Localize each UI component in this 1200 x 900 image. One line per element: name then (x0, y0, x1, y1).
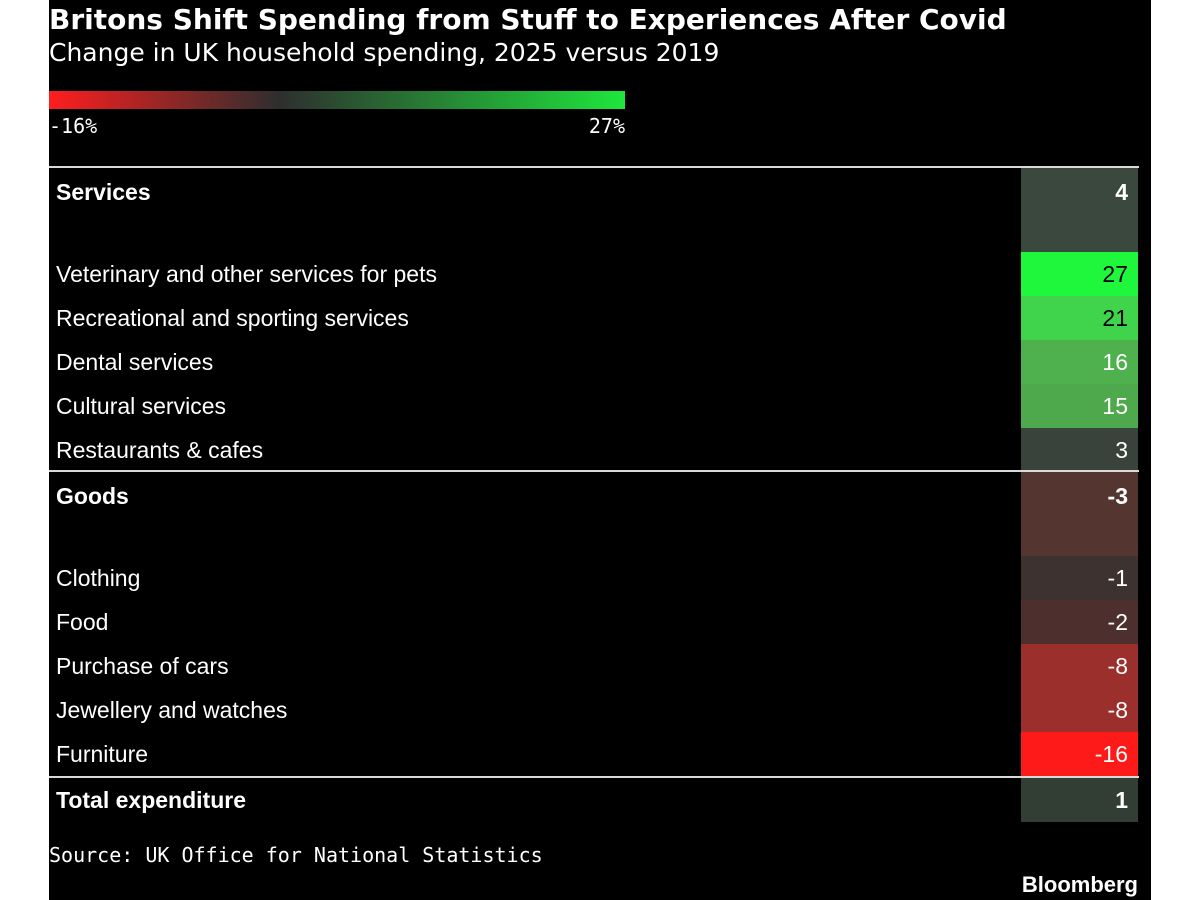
table-row: Dental services 16 (49, 340, 1138, 384)
group-header-row-label: Services (56, 179, 151, 205)
group-header-row-heat-cell: -3 (1021, 472, 1138, 556)
table-row: Jewellery and watches -8 (49, 688, 1138, 732)
table-row-value: 16 (1102, 349, 1128, 375)
table-row-label: Cultural services (56, 393, 226, 419)
table-row-heat-cell: -1 (1021, 556, 1138, 600)
group-header-row-heat-cell: 4 (1021, 168, 1138, 252)
group-divider (49, 470, 1139, 472)
table-row-label: Restaurants & cafes (56, 437, 264, 463)
table-row-label: Veterinary and other services for pets (56, 261, 437, 287)
table-row-label: Furniture (56, 741, 149, 767)
chart-subtitle: Change in UK household spending, 2025 ve… (49, 38, 720, 67)
group-header-row-value: 4 (1115, 179, 1128, 205)
group-header-row: Goods -3 (49, 472, 1138, 556)
group-header-row: Services 4 (49, 168, 1138, 252)
table-row-label: Purchase of cars (56, 653, 229, 679)
group-divider (49, 166, 1139, 168)
bloomberg-logo: Bloomberg (1021, 872, 1138, 897)
total-divider (49, 776, 1139, 778)
table-row: Recreational and sporting services 21 (49, 296, 1138, 340)
table-row-value: 27 (1102, 261, 1128, 287)
table-row-heat-cell: -8 (1021, 688, 1138, 732)
table-row-value: -2 (1107, 609, 1128, 635)
table-row-label: Clothing (56, 565, 141, 591)
table-row-heat-cell: -16 (1021, 732, 1138, 776)
total-row-label: Total expenditure (56, 787, 246, 813)
table-row-value: -16 (1094, 741, 1128, 767)
group-header-row-value: -3 (1107, 483, 1128, 509)
chart-canvas: Britons Shift Spending from Stuff to Exp… (49, 0, 1151, 900)
table-row-value: -1 (1107, 565, 1128, 591)
table-row-heat-cell: 21 (1021, 296, 1138, 340)
table-row-label: Jewellery and watches (56, 697, 288, 723)
color-scale-max-label: 27% (588, 114, 625, 138)
table-row-heat-cell: 27 (1021, 252, 1138, 296)
table-row: Clothing -1 (49, 556, 1138, 600)
table-row-value: 3 (1115, 437, 1128, 463)
table-row-label: Food (56, 609, 109, 635)
table-row: Restaurants & cafes 3 (49, 428, 1138, 472)
table-row-value: -8 (1107, 697, 1128, 723)
chart-title: Britons Shift Spending from Stuff to Exp… (49, 3, 1007, 36)
table-row-heat-cell: 3 (1021, 428, 1138, 472)
table-row-value: 21 (1102, 305, 1128, 331)
table-row: Veterinary and other services for pets 27 (49, 252, 1138, 296)
table-row-label: Dental services (56, 349, 214, 375)
table-row: Purchase of cars -8 (49, 644, 1138, 688)
source-note: Source: UK Office for National Statistic… (49, 843, 543, 867)
color-scale-min-label: -16% (49, 114, 98, 138)
table-row-value: -8 (1107, 653, 1128, 679)
table-row-value: 15 (1102, 393, 1128, 419)
table-row-heat-cell: -8 (1021, 644, 1138, 688)
table-row-heat-cell: -2 (1021, 600, 1138, 644)
table-row-label: Recreational and sporting services (56, 305, 409, 331)
total-row-heat-cell: 1 (1021, 778, 1138, 822)
total-row: Total expenditure 1 (49, 778, 1138, 822)
table-row-heat-cell: 16 (1021, 340, 1138, 384)
table-row: Food -2 (49, 600, 1138, 644)
group-header-row-label: Goods (56, 483, 129, 509)
table-row-heat-cell: 15 (1021, 384, 1138, 428)
table-row: Cultural services 15 (49, 384, 1138, 428)
total-row-value: 1 (1115, 787, 1128, 813)
table-row: Furniture -16 (49, 732, 1138, 776)
color-scale-bar (49, 91, 625, 109)
